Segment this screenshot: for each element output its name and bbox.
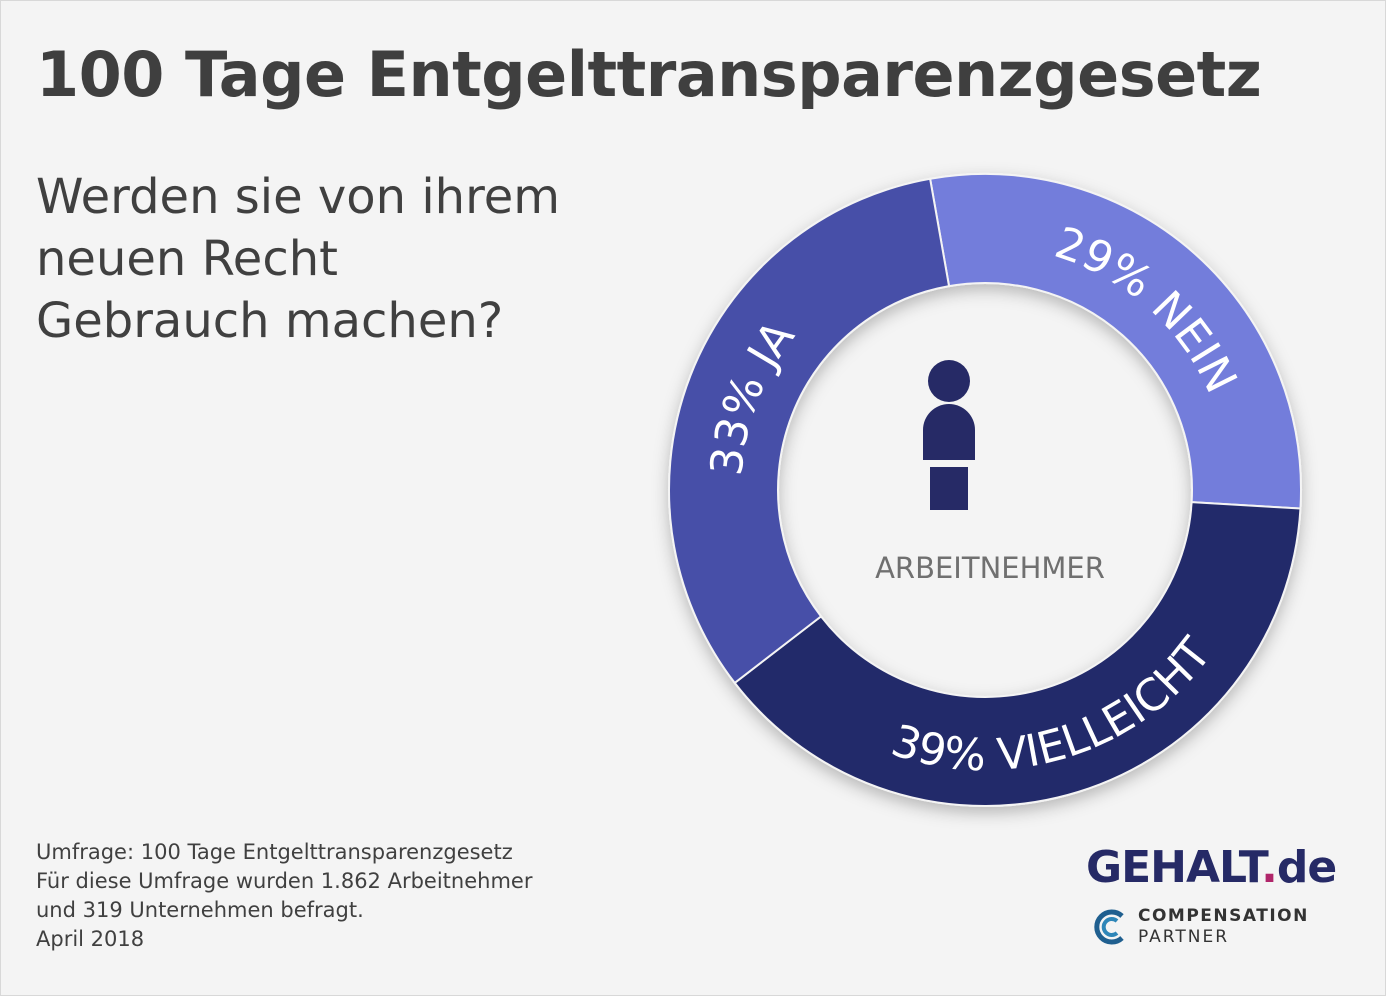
compensation-partner-logo: COMPENSATION PARTNER xyxy=(1092,906,1309,948)
note-line: April 2018 xyxy=(36,927,145,951)
survey-question: Werden sie von ihrem neuen Recht Gebrauc… xyxy=(36,166,656,352)
note-line: Umfrage: 100 Tage Entgelttransparenzgese… xyxy=(36,840,513,864)
survey-notes: Umfrage: 100 Tage Entgelttransparenzgese… xyxy=(36,838,532,954)
page-title: 100 Tage Entgelttransparenzgesetz xyxy=(36,38,1262,111)
note-line: Für diese Umfrage wurden 1.862 Arbeitneh… xyxy=(36,869,533,893)
center-label: ARBEITNEHMER xyxy=(875,551,1105,585)
gehalt-logo: GEHALT.de xyxy=(1086,842,1337,893)
person-icon xyxy=(923,360,975,510)
compensation-partner-icon xyxy=(1094,909,1124,945)
donut-segment-nein xyxy=(928,173,1302,510)
donut-segment-ja xyxy=(668,177,951,685)
partner-line1: COMPENSATION xyxy=(1138,906,1309,926)
question-line: Gebrauch machen? xyxy=(36,293,504,349)
question-line: Werden sie von ihrem xyxy=(36,169,561,225)
note-line: und 319 Unternehmen befragt. xyxy=(36,898,364,922)
donut-segment-vielleicht xyxy=(733,501,1302,807)
question-line: neuen Recht xyxy=(36,231,338,287)
partner-line2: PARTNER xyxy=(1138,927,1230,947)
logo: GEHALT.de COMPENSATION PARTNER xyxy=(1086,842,1337,947)
